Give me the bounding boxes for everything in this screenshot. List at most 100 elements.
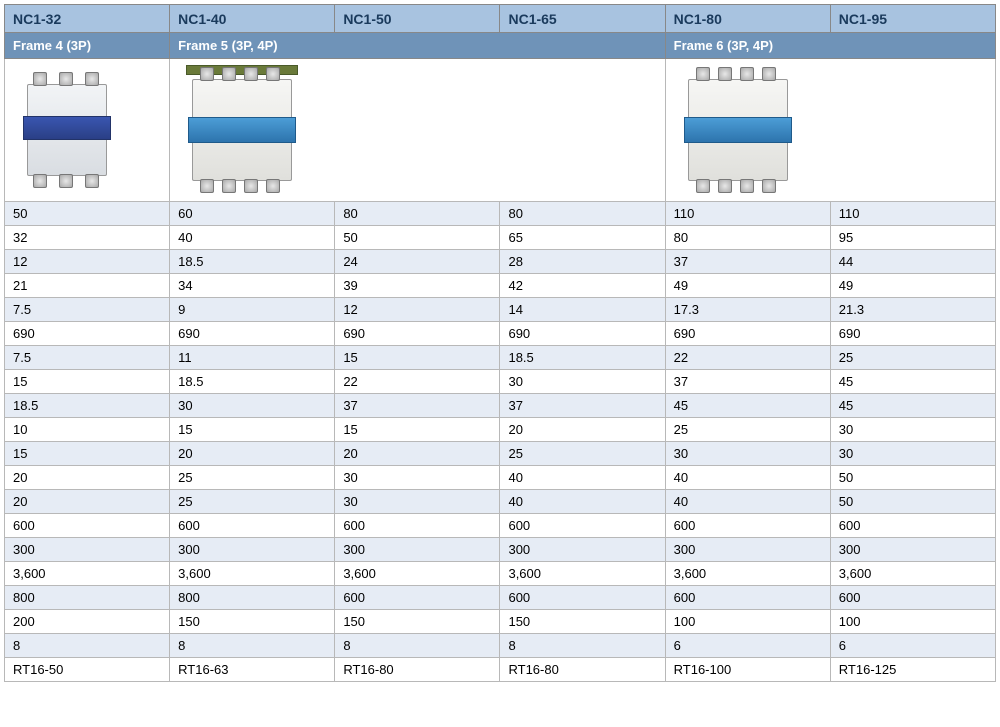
table-row: 202530404050 <box>5 466 996 490</box>
table-cell: 150 <box>335 610 500 634</box>
table-cell: 7.5 <box>5 346 170 370</box>
table-row: 3,6003,6003,6003,6003,6003,600 <box>5 562 996 586</box>
table-cell: 21 <box>5 274 170 298</box>
table-cell: 30 <box>830 442 995 466</box>
table-cell: 25 <box>665 418 830 442</box>
table-row: 1218.524283744 <box>5 250 996 274</box>
table-cell: 50 <box>830 490 995 514</box>
table-cell: 300 <box>830 538 995 562</box>
table-cell: 60 <box>170 202 335 226</box>
table-cell: 30 <box>830 418 995 442</box>
table-cell: 690 <box>170 322 335 346</box>
table-cell: 30 <box>665 442 830 466</box>
table-cell: 3,600 <box>335 562 500 586</box>
table-cell: 15 <box>335 418 500 442</box>
table-cell: 20 <box>5 466 170 490</box>
table-cell: 600 <box>665 586 830 610</box>
table-cell: 30 <box>500 370 665 394</box>
table-cell: 40 <box>170 226 335 250</box>
spec-table: NC1-32 NC1-40 NC1-50 NC1-65 NC1-80 NC1-9… <box>4 4 996 682</box>
model-header: NC1-32 <box>5 5 170 33</box>
frame-header: Frame 6 (3P, 4P) <box>665 33 995 59</box>
table-cell: 690 <box>500 322 665 346</box>
table-cell: 40 <box>665 466 830 490</box>
model-header: NC1-80 <box>665 5 830 33</box>
table-cell: 39 <box>335 274 500 298</box>
table-cell: 80 <box>500 202 665 226</box>
table-row: 101515202530 <box>5 418 996 442</box>
table-cell: 80 <box>665 226 830 250</box>
frame-header: Frame 5 (3P, 4P) <box>170 33 665 59</box>
table-cell: 12 <box>335 298 500 322</box>
table-row: 200150150150100100 <box>5 610 996 634</box>
table-cell: 49 <box>665 274 830 298</box>
table-cell: 100 <box>665 610 830 634</box>
table-cell: 42 <box>500 274 665 298</box>
contactor-icon <box>678 65 798 195</box>
table-cell: 300 <box>500 538 665 562</box>
table-cell: 40 <box>500 490 665 514</box>
table-cell: 15 <box>5 370 170 394</box>
table-cell: 25 <box>500 442 665 466</box>
table-cell: 9 <box>170 298 335 322</box>
table-cell: 32 <box>5 226 170 250</box>
table-cell: 200 <box>5 610 170 634</box>
table-row: 18.53037374545 <box>5 394 996 418</box>
table-cell: 6 <box>830 634 995 658</box>
table-cell: 95 <box>830 226 995 250</box>
model-header: NC1-65 <box>500 5 665 33</box>
table-cell: 45 <box>665 394 830 418</box>
table-cell: RT16-63 <box>170 658 335 682</box>
model-header: NC1-40 <box>170 5 335 33</box>
table-cell: 6 <box>665 634 830 658</box>
table-cell: 45 <box>830 370 995 394</box>
frame-header: Frame 4 (3P) <box>5 33 170 59</box>
table-cell: 15 <box>170 418 335 442</box>
table-row: 600600600600600600 <box>5 514 996 538</box>
table-cell: 17.3 <box>665 298 830 322</box>
model-header: NC1-95 <box>830 5 995 33</box>
table-cell: 18.5 <box>5 394 170 418</box>
table-cell: 690 <box>830 322 995 346</box>
table-cell: 600 <box>500 586 665 610</box>
table-cell: 14 <box>500 298 665 322</box>
table-row: 202530404050 <box>5 490 996 514</box>
table-cell: 50 <box>5 202 170 226</box>
table-cell: 18.5 <box>170 250 335 274</box>
table-cell: RT16-100 <box>665 658 830 682</box>
table-cell: 7.5 <box>5 298 170 322</box>
table-cell: 300 <box>170 538 335 562</box>
table-cell: 800 <box>5 586 170 610</box>
table-cell: 150 <box>500 610 665 634</box>
table-cell: 600 <box>5 514 170 538</box>
table-cell: 25 <box>830 346 995 370</box>
table-row: 50608080110110 <box>5 202 996 226</box>
table-cell: 3,600 <box>5 562 170 586</box>
table-cell: 8 <box>500 634 665 658</box>
table-cell: 30 <box>170 394 335 418</box>
table-cell: 18.5 <box>170 370 335 394</box>
table-cell: 110 <box>830 202 995 226</box>
table-row: 300300300300300300 <box>5 538 996 562</box>
table-cell: 11 <box>170 346 335 370</box>
table-row: 690690690690690690 <box>5 322 996 346</box>
table-cell: 3,600 <box>170 562 335 586</box>
table-cell: 22 <box>665 346 830 370</box>
table-cell: 20 <box>335 442 500 466</box>
table-cell: 30 <box>335 466 500 490</box>
table-cell: 49 <box>830 274 995 298</box>
table-row: 1518.522303745 <box>5 370 996 394</box>
table-row: 800800600600600600 <box>5 586 996 610</box>
table-cell: 15 <box>5 442 170 466</box>
table-cell: 25 <box>170 490 335 514</box>
table-cell: 3,600 <box>500 562 665 586</box>
table-cell: 30 <box>335 490 500 514</box>
table-cell: 37 <box>335 394 500 418</box>
table-cell: 600 <box>335 586 500 610</box>
table-row: RT16-50RT16-63RT16-80RT16-80RT16-100RT16… <box>5 658 996 682</box>
table-cell: 40 <box>500 466 665 490</box>
table-cell: 40 <box>665 490 830 514</box>
table-cell: 3,600 <box>830 562 995 586</box>
table-cell: 20 <box>170 442 335 466</box>
table-cell: 15 <box>335 346 500 370</box>
